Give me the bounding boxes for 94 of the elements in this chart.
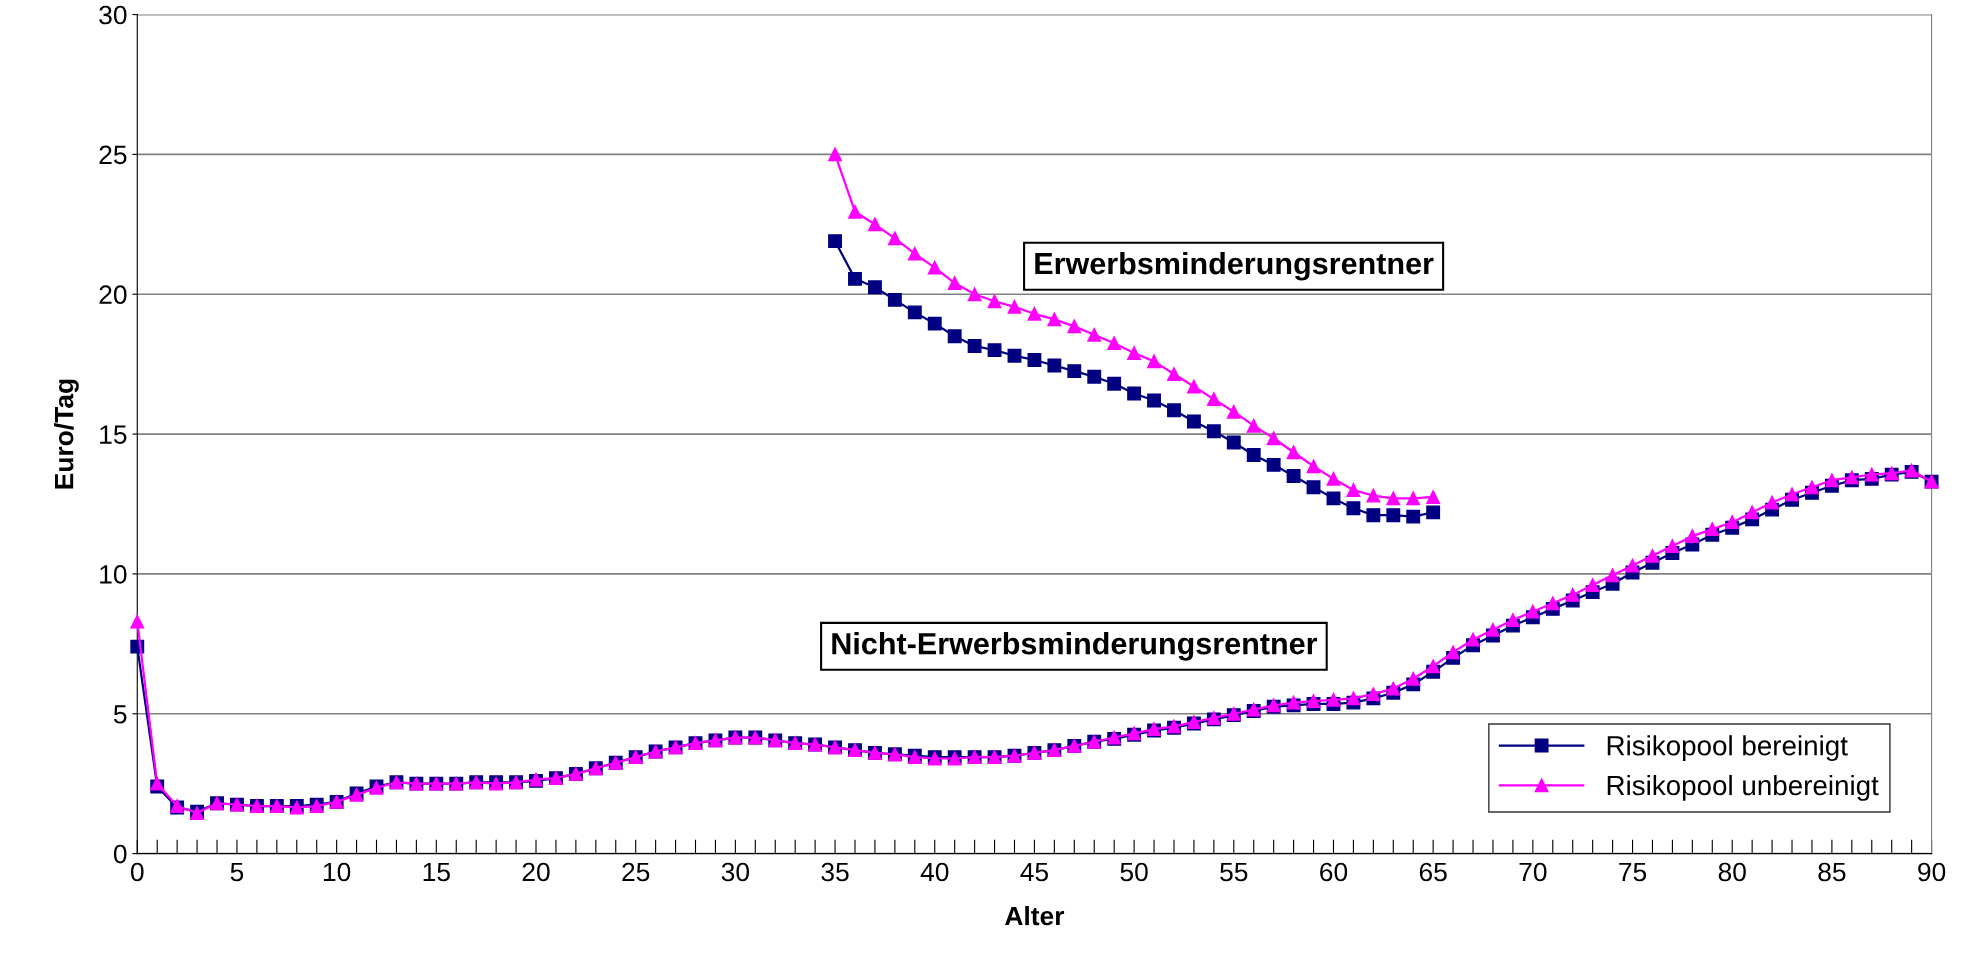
point — [1127, 346, 1142, 360]
y-tick-label: 20 — [99, 285, 127, 305]
x-tick-label: 5 — [230, 862, 244, 882]
x-tick-label: 40 — [920, 862, 949, 882]
annotation: Nicht-Erwerbsminderungsrentner — [832, 632, 1318, 661]
point — [1206, 424, 1221, 439]
x-tick-label: 45 — [1020, 862, 1048, 882]
point — [1346, 501, 1361, 516]
x-tick-label: 55 — [1220, 862, 1248, 882]
x-tick-label: 30 — [721, 862, 750, 882]
point — [1326, 491, 1341, 506]
x-tick-label: 20 — [522, 862, 550, 882]
x-tick-label: 65 — [1419, 862, 1447, 882]
point — [828, 147, 843, 162]
x-tick-label: 60 — [1320, 862, 1348, 882]
point — [1226, 435, 1241, 450]
point — [1047, 358, 1062, 373]
point — [848, 271, 862, 286]
point — [1306, 459, 1321, 474]
x-tick-label: 75 — [1619, 862, 1647, 882]
point — [867, 217, 882, 232]
point — [887, 292, 902, 307]
point — [1007, 348, 1022, 363]
x-tick-label: 0 — [130, 862, 144, 882]
x-tick-label: 15 — [423, 862, 450, 882]
point — [1186, 414, 1201, 429]
point — [907, 305, 922, 320]
point — [1426, 490, 1441, 504]
point — [1426, 505, 1441, 520]
point — [1067, 319, 1082, 334]
point — [1406, 509, 1421, 524]
point — [1027, 353, 1042, 367]
y-tick-label: 15 — [100, 425, 127, 444]
x-axis-title: Alter — [1005, 905, 1065, 926]
point — [1107, 336, 1122, 351]
x-tick-label: 70 — [1519, 862, 1547, 882]
point — [1366, 488, 1381, 503]
point — [1067, 364, 1082, 379]
point — [1306, 480, 1321, 495]
point — [1167, 366, 1181, 381]
point — [1087, 369, 1102, 384]
point — [1366, 508, 1381, 523]
point — [927, 316, 942, 331]
point — [867, 280, 882, 295]
legend-label: Risikopool bereinigt — [1607, 735, 1848, 762]
x-tick-label: 25 — [622, 862, 650, 882]
point — [1286, 469, 1301, 483]
point — [947, 276, 962, 290]
point — [907, 246, 922, 261]
x-tick-label: 85 — [1818, 862, 1846, 882]
y-axis-title: Euro/Tag — [54, 379, 79, 489]
point — [1186, 379, 1201, 394]
point — [1286, 445, 1301, 460]
point — [1027, 306, 1042, 321]
point — [1246, 418, 1261, 433]
point — [1326, 471, 1341, 486]
x-tick-label: 80 — [1718, 862, 1746, 882]
point — [828, 234, 843, 249]
point — [1406, 491, 1421, 506]
point — [1386, 491, 1401, 506]
point — [927, 260, 942, 275]
legend-label: Risikopool unbereinigt — [1607, 774, 1879, 801]
point — [967, 339, 982, 353]
point — [1167, 403, 1181, 418]
point — [1047, 312, 1062, 327]
x-tick-label: 10 — [323, 862, 351, 882]
point — [1107, 376, 1122, 391]
point — [1226, 404, 1241, 419]
point — [1147, 354, 1161, 369]
y-tick-label: 25 — [99, 145, 127, 165]
point — [1007, 299, 1022, 314]
point — [1266, 431, 1281, 446]
point — [1087, 327, 1102, 342]
point — [1346, 483, 1361, 497]
x-tick-label: 50 — [1120, 862, 1148, 882]
point — [1246, 448, 1261, 462]
x-tick-label: 90 — [1918, 862, 1946, 882]
y-tick-label: 30 — [99, 5, 127, 25]
point — [887, 231, 902, 246]
point — [987, 294, 1002, 309]
point — [1386, 508, 1401, 523]
point — [848, 204, 862, 219]
point — [967, 287, 982, 302]
point — [1266, 457, 1281, 472]
point — [1127, 386, 1142, 401]
y-tick-label: 5 — [113, 705, 127, 724]
y-tick-label: 0 — [113, 844, 127, 864]
x-tick-label: 35 — [821, 862, 849, 882]
point — [1206, 392, 1221, 407]
annotation: Erwerbsminderungsrentner — [1035, 251, 1434, 281]
point — [987, 343, 1002, 358]
y-tick-label: 10 — [100, 565, 127, 584]
point — [947, 329, 962, 344]
point — [1147, 393, 1161, 408]
